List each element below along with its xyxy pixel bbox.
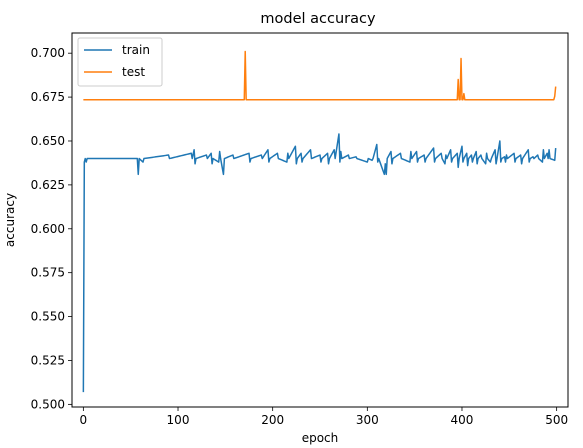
legend-label-test: test — [122, 65, 145, 79]
legend: train test — [77, 37, 163, 87]
legend-label-train: train — [122, 43, 150, 57]
series-layer — [82, 50, 557, 393]
x-tick-label: 500 — [545, 413, 568, 427]
series-line-train — [82, 133, 557, 393]
y-tick-label: 0.550 — [31, 310, 65, 324]
y-tick-label: 0.700 — [31, 46, 65, 60]
x-tick-label: 200 — [261, 413, 284, 427]
y-tick-label: 0.600 — [31, 222, 65, 236]
chart-title: model accuracy — [260, 11, 376, 27]
series-line-test — [83, 50, 557, 101]
x-ticks: 0 100 200 300 400 500 — [80, 407, 568, 427]
y-tick-label: 0.675 — [31, 90, 65, 104]
y-ticks: 0.500 0.525 0.550 0.575 0.600 0.625 0.650 0.675… — [31, 46, 72, 411]
x-tick-label: 0 — [80, 413, 88, 427]
x-tick-label: 300 — [356, 413, 379, 427]
y-tick-label: 0.625 — [31, 178, 65, 192]
x-axis-label: epoch — [302, 431, 339, 445]
plot-frame — [71, 32, 569, 408]
y-tick-label: 0.500 — [31, 397, 65, 411]
x-tick-label: 100 — [167, 413, 190, 427]
y-axis-label: accuracy — [3, 193, 17, 247]
y-tick-label: 0.650 — [31, 134, 65, 148]
y-tick-label: 0.525 — [31, 353, 65, 367]
y-tick-label: 0.575 — [31, 266, 65, 280]
x-tick-label: 400 — [451, 413, 474, 427]
